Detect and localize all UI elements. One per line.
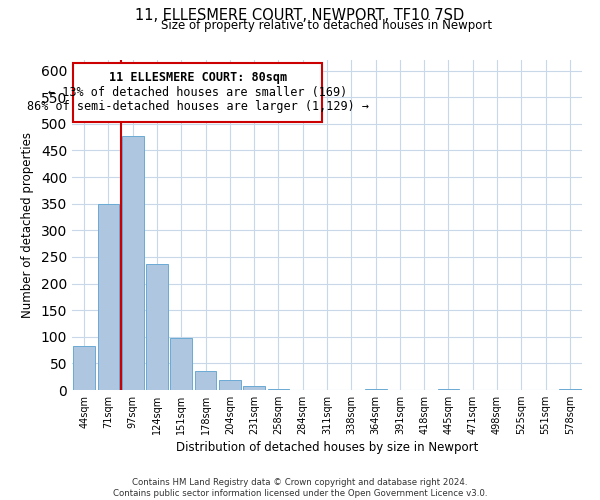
Bar bbox=[146, 264, 168, 390]
Bar bbox=[365, 389, 386, 390]
Bar bbox=[122, 136, 143, 390]
Bar bbox=[268, 389, 289, 390]
X-axis label: Distribution of detached houses by size in Newport: Distribution of detached houses by size … bbox=[176, 442, 478, 454]
Bar bbox=[194, 372, 217, 390]
Text: 11 ELLESMERE COURT: 80sqm: 11 ELLESMERE COURT: 80sqm bbox=[109, 70, 287, 84]
Bar bbox=[219, 380, 241, 390]
Title: Size of property relative to detached houses in Newport: Size of property relative to detached ho… bbox=[161, 20, 493, 32]
Bar bbox=[559, 389, 581, 390]
Text: ← 13% of detached houses are smaller (169): ← 13% of detached houses are smaller (16… bbox=[48, 86, 347, 98]
Bar bbox=[170, 338, 192, 390]
Text: 11, ELLESMERE COURT, NEWPORT, TF10 7SD: 11, ELLESMERE COURT, NEWPORT, TF10 7SD bbox=[136, 8, 464, 22]
Text: 86% of semi-detached houses are larger (1,129) →: 86% of semi-detached houses are larger (… bbox=[26, 100, 368, 114]
FancyBboxPatch shape bbox=[73, 62, 322, 122]
Text: Contains HM Land Registry data © Crown copyright and database right 2024.
Contai: Contains HM Land Registry data © Crown c… bbox=[113, 478, 487, 498]
Bar bbox=[437, 389, 460, 390]
Y-axis label: Number of detached properties: Number of detached properties bbox=[21, 132, 34, 318]
Bar bbox=[97, 204, 119, 390]
Bar bbox=[243, 386, 265, 390]
Bar bbox=[73, 346, 95, 390]
